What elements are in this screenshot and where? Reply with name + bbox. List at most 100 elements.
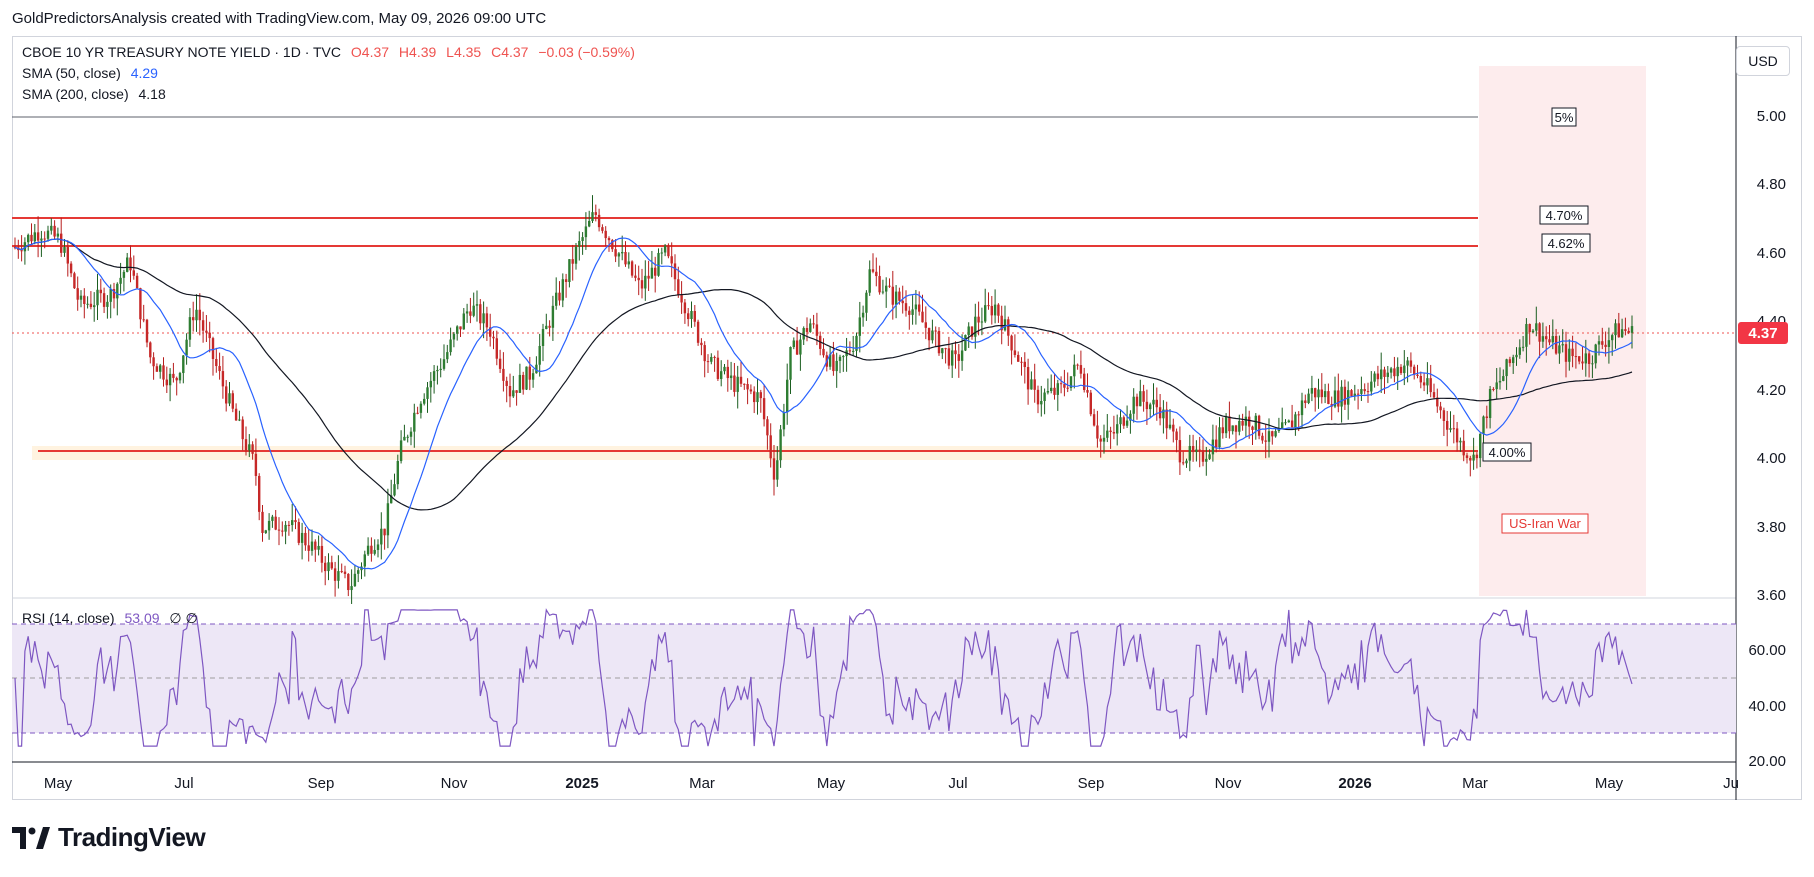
candle-body [1353, 393, 1356, 397]
candle-body [1228, 416, 1231, 432]
candle-body [472, 305, 475, 316]
candle-body [33, 232, 36, 242]
candle-body [1102, 437, 1106, 442]
time-tick: May [44, 775, 73, 792]
candle-body [122, 271, 126, 278]
currency-selector[interactable]: USD [1736, 46, 1790, 76]
candle-body [1297, 414, 1300, 416]
candle-body [881, 291, 885, 293]
candle-body [1026, 367, 1030, 390]
candle-body [304, 532, 307, 546]
time-tick-year: 2026 [1338, 775, 1371, 792]
candle-body [178, 373, 182, 381]
candle-body [766, 419, 769, 436]
candle-body [89, 303, 93, 308]
candle-body [1492, 388, 1495, 390]
candle-body [119, 277, 122, 284]
candle-body [436, 369, 439, 372]
candle-body [683, 302, 687, 314]
candle-body [1581, 361, 1584, 364]
time-axis[interactable]: May Jul Sep Nov 2025 Mar May Jul Sep Nov… [44, 775, 1739, 792]
level-462-label: 4.62% [1541, 233, 1591, 253]
candle-body [1063, 384, 1066, 388]
candle-body [36, 232, 40, 241]
candle-body [46, 230, 50, 239]
candle-body [512, 390, 515, 397]
candle-body [390, 495, 393, 504]
candle-body [822, 348, 825, 356]
candle-body [192, 317, 195, 321]
sma50-legend[interactable]: SMA (50, close) 4.29 [22, 65, 164, 81]
candle-body [776, 460, 779, 480]
candle-body [1168, 424, 1172, 429]
tradingview-logo[interactable]: TradingView [12, 822, 206, 853]
candle-body [1627, 330, 1630, 333]
candle-body [1023, 361, 1026, 368]
candle-body [1320, 389, 1323, 398]
candle-body [1528, 324, 1531, 333]
candle-body [274, 516, 277, 530]
candle-body [1515, 354, 1518, 358]
candle-body [792, 340, 795, 348]
candle-body [713, 356, 716, 358]
candle-body [815, 324, 819, 336]
candle-body [267, 520, 271, 531]
candle-body [604, 230, 607, 239]
candle-body [1459, 440, 1462, 443]
symbol-legend[interactable]: CBOE 10 YR TREASURY NOTE YIELD · 1D · TV… [22, 44, 641, 60]
candle-body [1201, 450, 1205, 462]
candle-body [1076, 364, 1079, 366]
price-axis[interactable]: 5.00 4.80 4.60 4.40 4.20 4.00 3.80 3.60 [1757, 108, 1786, 604]
candle-body [1591, 363, 1594, 365]
candle-body [1122, 417, 1125, 426]
candle-body [1013, 350, 1017, 355]
candle-body [1248, 416, 1251, 427]
price-tick: 4.00 [1757, 450, 1786, 467]
candle-body [357, 570, 360, 574]
candle-body [594, 212, 597, 215]
candle-body [76, 288, 79, 300]
candle-body [380, 528, 383, 545]
candle-body [73, 273, 76, 289]
candle-body [1007, 319, 1010, 336]
candle-body [1422, 382, 1426, 386]
candle-body [878, 276, 881, 293]
candle-body [353, 573, 357, 587]
time-tick: Nov [1215, 775, 1242, 792]
candle-body [617, 253, 621, 257]
candle-body [175, 377, 178, 381]
candle-body [723, 366, 726, 372]
candle-body [1551, 336, 1554, 343]
sma200-legend[interactable]: SMA (200, close) 4.18 [22, 86, 172, 102]
candle-body [611, 240, 614, 250]
candle-body [772, 458, 776, 480]
candle-body [1033, 379, 1036, 390]
rsi-legend[interactable]: RSI (14, close) 53.09 ∅ ∅ [22, 610, 204, 627]
candle-body [1419, 375, 1422, 383]
candle-body [1046, 391, 1050, 393]
candle-body [733, 375, 736, 392]
candle-body [753, 391, 756, 403]
candle-body [1036, 389, 1040, 405]
level-400-zone [32, 446, 1478, 460]
candle-body [492, 336, 495, 339]
candle-body [980, 321, 984, 323]
candle-body [271, 516, 274, 521]
candle-body [482, 313, 485, 324]
candle-body [83, 295, 86, 304]
candle-body [729, 375, 733, 379]
rsi-axis[interactable]: 60.00 40.00 20.00 [1748, 642, 1786, 770]
time-tick: Mar [689, 775, 715, 792]
time-tick: May [817, 775, 846, 792]
candle-body [208, 332, 211, 339]
candle-body [182, 355, 185, 374]
candle-body [188, 317, 192, 340]
candle-body [1251, 426, 1254, 430]
candle-body [568, 259, 571, 283]
candle-body [1370, 381, 1373, 392]
candle-body [1264, 440, 1267, 442]
candle-body [23, 242, 27, 252]
candle-body [1195, 449, 1198, 453]
candle-body [1488, 388, 1492, 419]
